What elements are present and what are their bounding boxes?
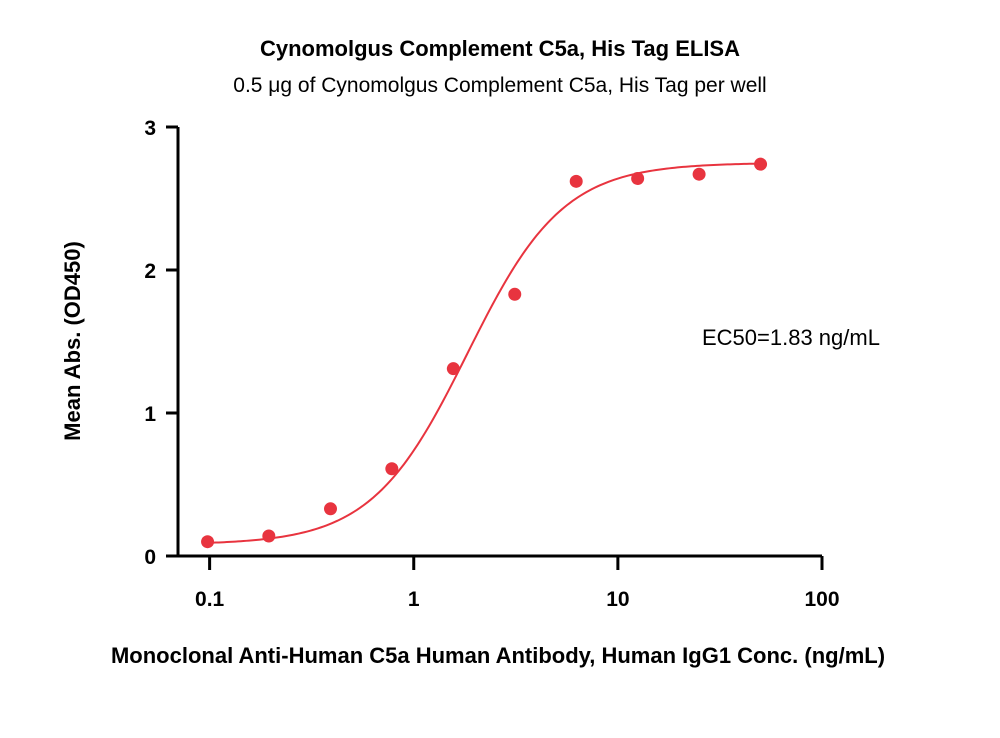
fit-curve <box>207 162 761 544</box>
x-tick-label: 100 <box>804 588 839 611</box>
data-point <box>754 157 768 171</box>
chart-subtitle: 0.5 μg of Cynomolgus Complement C5a, His… <box>233 74 766 97</box>
data-point <box>631 171 645 185</box>
y-tick-label: 0 <box>144 546 156 569</box>
x-tick-label: 10 <box>606 588 629 611</box>
chart-title: Cynomolgus Complement C5a, His Tag ELISA <box>260 36 740 61</box>
data-point <box>446 362 460 376</box>
x-tick-label: 0.1 <box>195 588 225 611</box>
data-point <box>201 535 215 549</box>
y-axis-ticks: 0 1 2 3 <box>144 117 178 569</box>
y-tick-label: 1 <box>144 403 156 426</box>
data-point <box>385 462 399 476</box>
data-point <box>508 287 522 301</box>
ec50-annotation: EC50=1.83 ng/mL <box>702 325 880 350</box>
y-tick-label: 3 <box>144 117 156 140</box>
data-point <box>569 174 583 188</box>
data-point <box>323 502 337 516</box>
x-tick-label: 1 <box>408 588 420 611</box>
x-axis-ticks: 0.1 1 10 100 <box>195 556 840 611</box>
data-points <box>201 157 768 549</box>
data-point <box>692 167 706 181</box>
data-point <box>262 529 276 543</box>
x-axis-label: Monoclonal Anti-Human C5a Human Antibody… <box>111 643 885 668</box>
y-tick-label: 2 <box>144 260 156 283</box>
y-axis-label: Mean Abs. (OD450) <box>60 241 85 441</box>
